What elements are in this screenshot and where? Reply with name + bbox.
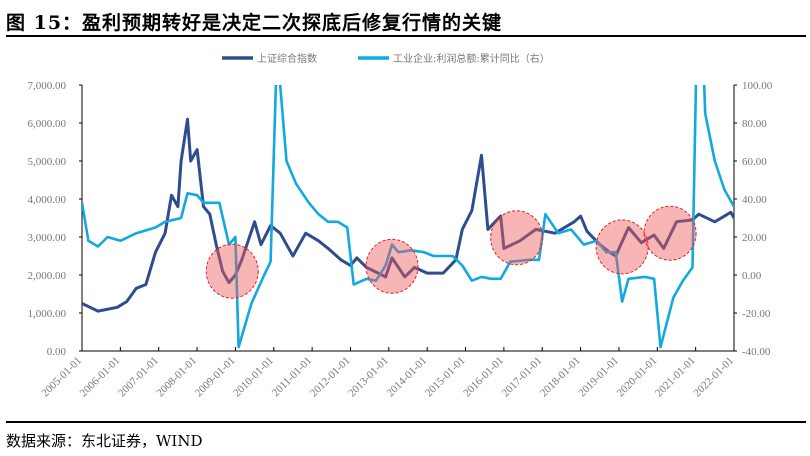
right-tick-label: 20.00	[742, 232, 767, 244]
figure-title: 图 15：盈利预期转好是决定二次探底后修复行情的关键	[6, 12, 503, 34]
x-tick-label: 2022-01-01	[691, 355, 736, 400]
x-tick-label: 2006-01-01	[78, 355, 123, 400]
chart: 0.00 1,000.00 2,000.00 3,000.00 4,000.00 5,00…	[28, 52, 773, 400]
source-note: 数据来源：东北证券，WIND	[6, 432, 203, 450]
left-tick-label: 4,000.00	[28, 194, 67, 206]
left-tick-label: 3,000.00	[28, 232, 67, 244]
x-tick-label: 2005-01-01	[39, 355, 84, 400]
bottom-divider	[6, 421, 806, 423]
highlight-circle	[365, 238, 419, 294]
right-tick-label: 80.00	[742, 118, 767, 130]
top-divider	[6, 35, 806, 37]
right-tick-label: 0.00	[742, 270, 762, 282]
legend-profit-label: 工业企业:利润总额:累计同比（右）	[393, 52, 550, 65]
x-tick-label: 2015-01-01	[423, 355, 468, 400]
right-tick-label: 40.00	[742, 194, 767, 206]
right-tick-label: 60.00	[742, 156, 767, 168]
left-tick-label: 7,000.00	[28, 80, 67, 92]
highlight-circle	[595, 219, 649, 275]
x-tick-label: 2018-01-01	[538, 355, 583, 400]
right-tick-label: -20.00	[742, 308, 771, 320]
x-tick-label: 2010-01-01	[231, 355, 276, 400]
left-tick-label: 1,000.00	[28, 308, 67, 320]
left-tick-label: 5,000.00	[28, 156, 67, 168]
industrial-profit-line	[82, 85, 734, 349]
right-tick-label: 100.00	[742, 80, 773, 92]
left-tick-label: 6,000.00	[28, 118, 67, 130]
highlight-circle	[205, 243, 259, 299]
x-tick-label: 2012-01-01	[308, 355, 353, 400]
x-tick-label: 2016-01-01	[461, 355, 506, 400]
left-tick-label: 2,000.00	[28, 270, 67, 282]
x-tick-label: 2008-01-01	[154, 355, 199, 400]
left-tick-label: 0.00	[47, 346, 67, 358]
x-tick-label: 2011-01-01	[270, 355, 314, 399]
x-tick-label: 2019-01-01	[576, 355, 621, 400]
x-tick-label: 2013-01-01	[346, 355, 391, 400]
x-tick-label: 2021-01-01	[653, 355, 698, 400]
legend-index-label: 上证综合指数	[257, 52, 317, 65]
x-tick-label: 2017-01-01	[500, 355, 545, 400]
x-tick-label: 2009-01-01	[193, 355, 238, 400]
highlight-circle	[490, 210, 544, 266]
highlight-circle	[643, 205, 697, 261]
x-tick-label: 2020-01-01	[615, 355, 660, 400]
right-tick-label: -40.00	[742, 346, 771, 358]
x-tick-label: 2014-01-01	[385, 355, 430, 400]
x-tick-label: 2007-01-01	[116, 355, 161, 400]
